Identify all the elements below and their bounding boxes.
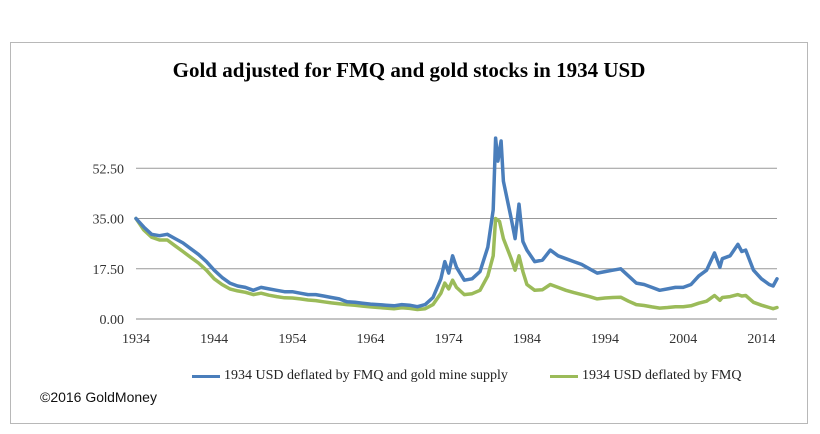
series-line-blue [134,136,779,309]
y-tick-label-3: 52.50 [93,162,125,177]
y-tick-label-1: 17.50 [93,263,125,278]
x-tick-label-0: 1934 [122,332,150,347]
legend-swatch-blue [192,374,220,378]
x-tick-label-1: 1944 [200,332,228,347]
x-tick-label-7: 2004 [669,332,697,347]
y-tick-label-2: 35.00 [93,213,125,228]
legend-swatch-green [550,374,578,378]
x-tick-label-4: 1974 [435,332,463,347]
x-tick-label-8: 2014 [747,332,775,347]
legend-item-green: 1934 USD deflated by FMQ [550,367,741,385]
x-tick-label-3: 1964 [357,332,385,347]
x-tick-label-2: 1954 [278,332,306,347]
legend-label-green: 1934 USD deflated by FMQ [582,368,742,383]
series-line-green [134,216,779,312]
chart-title: Gold adjusted for FMQ and gold stocks in… [172,58,646,82]
y-tick-label-0: 0.00 [100,313,125,328]
legend-item-blue: 1934 USD deflated by FMQ and gold mine s… [192,367,508,385]
legend-label-blue: 1934 USD deflated by FMQ and gold mine s… [224,368,508,383]
x-tick-label-6: 1994 [591,332,619,347]
copyright-text: ©2016 GoldMoney [40,389,157,405]
x-tick-label-5: 1984 [513,332,541,347]
chart-frame [10,42,808,424]
